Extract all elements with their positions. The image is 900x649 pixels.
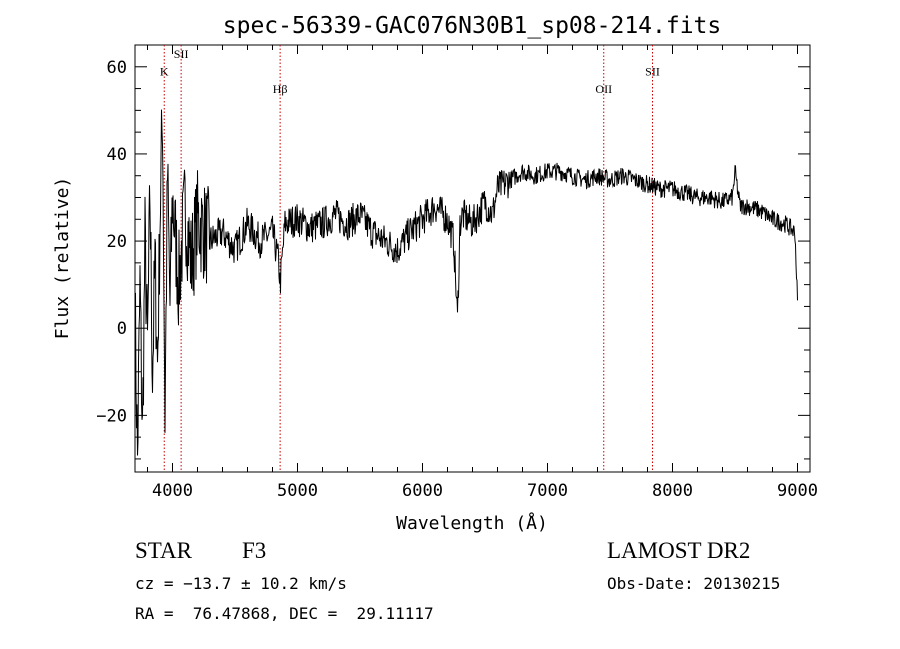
x-tick-label: 9000 — [777, 481, 818, 501]
survey-name: LAMOST DR2 — [607, 538, 751, 563]
line-marker-label: OII — [595, 82, 612, 96]
y-tick-label: 60 — [107, 58, 127, 78]
y-tick-label: 20 — [107, 232, 127, 252]
line-marker-label: Hβ — [273, 82, 288, 96]
x-tick-label: 7000 — [527, 481, 568, 501]
y-tick-label: −20 — [96, 406, 127, 426]
x-tick-label: 6000 — [402, 481, 443, 501]
line-marker-label: SII — [174, 47, 189, 61]
y-tick-label: 0 — [117, 319, 127, 339]
x-tick-label: 8000 — [652, 481, 693, 501]
chart-title: spec-56339-GAC076N30B1_sp08-214.fits — [223, 13, 722, 39]
spectrum-line — [134, 109, 798, 456]
line-marker-label: K — [160, 65, 169, 79]
x-tick-label: 4000 — [152, 481, 193, 501]
plot-frame — [134, 44, 811, 473]
object-type: STAR — [135, 538, 192, 563]
spectral-subclass: F3 — [242, 538, 267, 563]
observation-date: Obs-Date: 20130215 — [607, 574, 781, 593]
y-axis-label: Flux (relative) — [52, 177, 73, 340]
y-tick-label: 40 — [107, 145, 127, 165]
redshift-info: cz = −13.7 ± 10.2 km/s — [135, 574, 347, 593]
coordinates: RA = 76.47868, DEC = 29.11117 — [135, 604, 434, 623]
axes: 4000 5000 6000 7000 8000 9000 −20 0 20 40 60 — [96, 45, 818, 501]
line-annotations: K SII Hβ OII SII — [160, 45, 660, 472]
x-axis-label: Wavelength (Å) — [396, 512, 548, 534]
x-tick-label: 5000 — [277, 481, 318, 501]
line-marker-label: SII — [645, 65, 660, 79]
